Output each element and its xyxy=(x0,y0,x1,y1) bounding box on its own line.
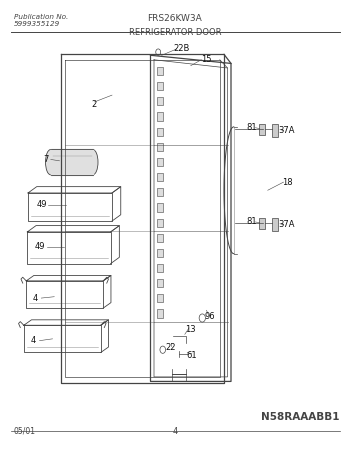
Bar xyxy=(157,203,163,212)
Text: 4: 4 xyxy=(31,336,36,345)
Text: 49: 49 xyxy=(35,242,46,251)
Text: 22B: 22B xyxy=(174,44,190,53)
Bar xyxy=(259,218,265,229)
Text: 05/01: 05/01 xyxy=(14,427,36,436)
Text: N58RAAABB1: N58RAAABB1 xyxy=(261,412,340,422)
Text: 22: 22 xyxy=(166,343,176,352)
Text: 13: 13 xyxy=(186,325,196,334)
Text: 18: 18 xyxy=(282,178,292,187)
Text: Publication No.: Publication No. xyxy=(14,14,68,20)
Text: 96: 96 xyxy=(205,312,215,321)
Bar xyxy=(157,173,163,181)
Ellipse shape xyxy=(88,149,98,175)
Bar xyxy=(157,264,163,272)
Bar xyxy=(259,124,265,135)
Bar xyxy=(157,67,163,75)
Bar xyxy=(157,309,163,318)
Ellipse shape xyxy=(46,149,56,175)
Bar xyxy=(157,218,163,226)
Bar xyxy=(157,249,163,257)
Text: 49: 49 xyxy=(37,200,47,209)
Bar xyxy=(157,128,163,136)
Text: 15: 15 xyxy=(201,55,212,64)
Text: REFRIGERATOR DOOR: REFRIGERATOR DOOR xyxy=(129,28,221,37)
Bar xyxy=(157,112,163,120)
Bar xyxy=(157,143,163,151)
Text: 5999355129: 5999355129 xyxy=(14,21,60,27)
Bar xyxy=(157,188,163,197)
Bar xyxy=(157,97,163,106)
Bar xyxy=(157,158,163,166)
Text: 37A: 37A xyxy=(279,126,295,135)
Text: 37A: 37A xyxy=(279,220,295,229)
Bar xyxy=(157,279,163,287)
Bar xyxy=(157,234,163,242)
Text: FRS26KW3A: FRS26KW3A xyxy=(148,14,202,24)
Text: 2: 2 xyxy=(92,100,97,109)
Text: 4: 4 xyxy=(172,427,177,436)
Text: 81: 81 xyxy=(246,217,257,226)
Bar xyxy=(157,294,163,303)
Bar xyxy=(272,124,278,137)
Bar xyxy=(157,82,163,90)
Text: 4: 4 xyxy=(32,294,38,303)
Text: 61: 61 xyxy=(187,351,197,360)
Bar xyxy=(272,218,278,231)
Text: 81: 81 xyxy=(246,123,257,132)
Text: 7: 7 xyxy=(43,155,48,164)
